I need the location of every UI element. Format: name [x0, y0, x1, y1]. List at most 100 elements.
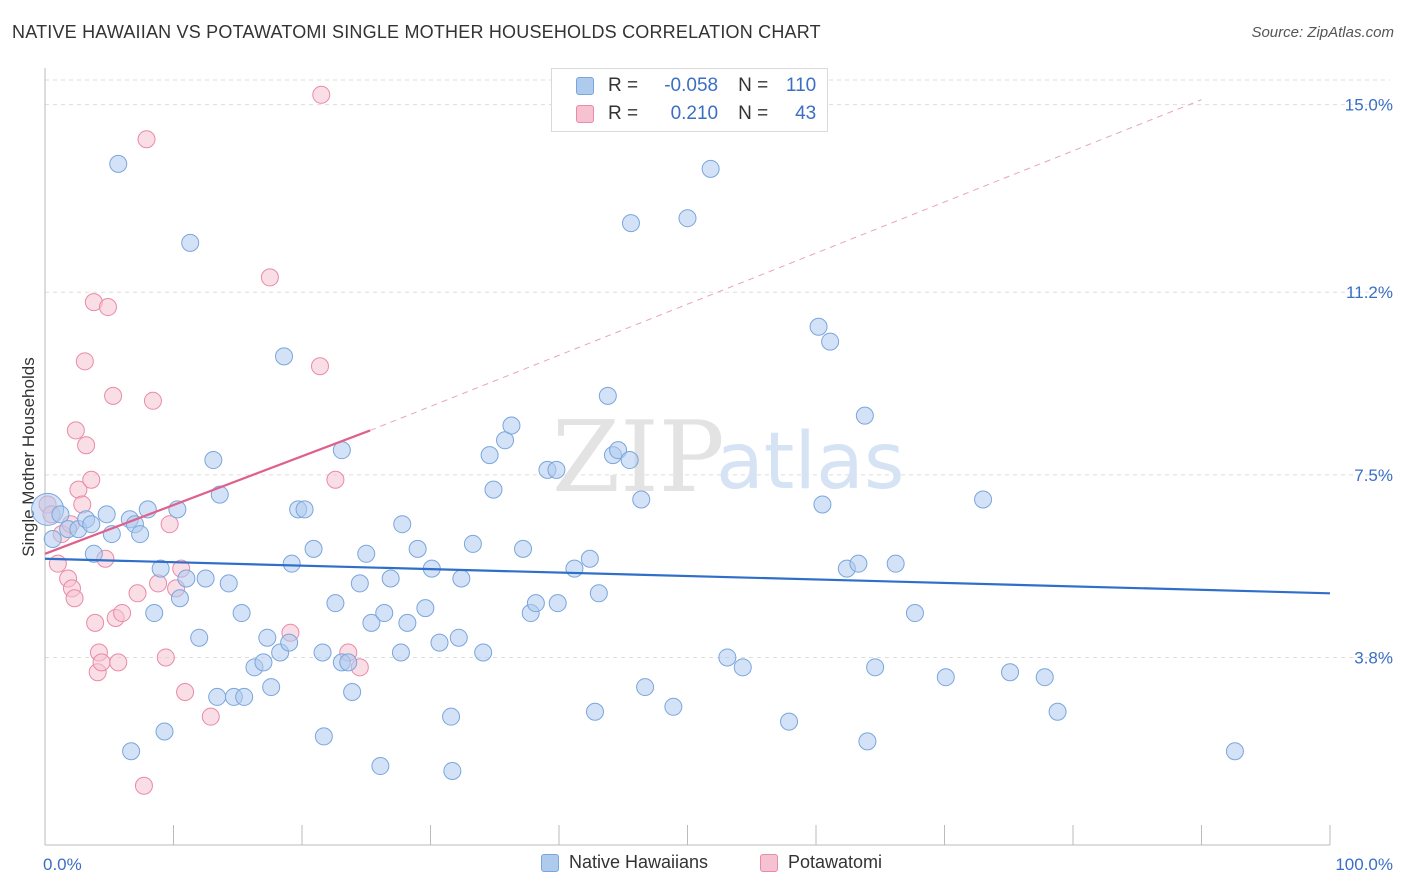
native-hawaiian-point: [849, 554, 868, 573]
native-hawaiian-point: [1048, 702, 1067, 721]
watermark-atlas: atlas: [716, 417, 905, 507]
legend-label: Native Hawaiians: [569, 852, 709, 872]
native-hawaiian-point: [275, 347, 294, 366]
native-hawaiian-point: [1225, 742, 1244, 761]
native-hawaiian-point: [82, 515, 101, 534]
native-hawaiian-point: [886, 554, 905, 573]
potawatomi-point: [156, 648, 175, 667]
native-hawaiian-point: [196, 569, 215, 588]
potawatomi-point: [65, 589, 84, 608]
native-hawaiian-point: [813, 495, 832, 514]
native-hawaiian-point: [442, 707, 461, 726]
series-legend: Native Hawaiians Potawatomi: [0, 852, 1406, 876]
native-hawaiian-point: [208, 687, 227, 706]
potawatomi-point: [113, 604, 132, 623]
y-axis-label: Single Mother Households: [19, 357, 38, 556]
native-hawaiian-point: [350, 574, 369, 593]
native-hawaiian-point: [145, 604, 164, 623]
native-hawaiian-point: [821, 332, 840, 351]
native-hawaiian-point: [496, 431, 515, 450]
potawatomi-point: [73, 495, 92, 514]
native-hawaiian-point: [398, 613, 417, 632]
potawatomi-point: [92, 653, 111, 672]
native-hawaiian-point: [416, 599, 435, 618]
potawatomi-point: [260, 268, 279, 287]
legend-label: Potawatomi: [788, 852, 883, 872]
native-hawaiian-point: [430, 633, 449, 652]
native-hawaiian-point: [443, 761, 462, 780]
axis-layer: 3.8% 7.5% 11.2% 15.0% 0.0% 100.0%: [43, 68, 1393, 874]
native-hawaiian-point: [866, 658, 885, 677]
native-hawaiian-point: [131, 525, 150, 544]
native-hawaiian-point: [463, 534, 482, 553]
native-hawaiian-point: [858, 732, 877, 751]
native-hawaiian-point: [219, 574, 238, 593]
native-hawaiian-point: [232, 604, 251, 623]
potawatomi-trend-extension: [369, 99, 1202, 431]
native-hawaiian-point: [701, 159, 720, 178]
native-hawaiian-point: [905, 604, 924, 623]
native-hawaiian-point: [452, 569, 471, 588]
native-hawaiian-point: [304, 539, 323, 558]
potawatomi-point: [326, 470, 345, 489]
potawatomi-point: [160, 515, 179, 534]
native-hawaiian-point: [170, 589, 189, 608]
native-hawaiian-point: [598, 386, 617, 405]
native-hawaiian-point: [855, 406, 874, 425]
blue-swatch: [541, 853, 559, 872]
n-label: N =: [738, 75, 769, 96]
native-hawaiian-point: [809, 317, 828, 336]
native-hawaiian-point: [258, 628, 277, 647]
native-hawaiian-point: [526, 594, 545, 613]
native-hawaiian-point: [84, 544, 103, 563]
potawatomi-point: [86, 613, 105, 632]
native-hawaiian-point: [313, 643, 332, 662]
native-hawaiian-point: [177, 569, 196, 588]
potawatomi-point: [75, 352, 94, 371]
native-hawaiian-point: [190, 628, 209, 647]
r-value: 0.210: [670, 103, 719, 124]
potawatomi-point: [109, 653, 128, 672]
native-hawaiian-point: [449, 628, 468, 647]
native-hawaiian-point: [122, 742, 141, 761]
native-hawaiian-point: [181, 233, 200, 252]
correlation-legend: R = -0.058 N = 110 R = 0.210 N = 43: [551, 68, 828, 132]
native-hawaiian-point: [151, 559, 170, 578]
chart-source: Source: ZipAtlas.com: [1251, 24, 1394, 41]
blue-swatch: [576, 77, 594, 95]
native-hawaiian-point: [632, 490, 651, 509]
native-hawaiian-point: [357, 544, 376, 563]
n-label: N =: [738, 103, 769, 124]
potawatomi-point: [66, 421, 85, 440]
pink-swatch: [760, 853, 778, 872]
native-hawaiian-point: [280, 633, 299, 652]
chart-title: NATIVE HAWAIIAN VS POTAWATOMI SINGLE MOT…: [12, 22, 821, 42]
native-hawaiian-point: [636, 678, 655, 697]
potawatomi-point: [137, 130, 156, 149]
native-hawaiian-point: [295, 500, 314, 519]
native-hawaiian-point: [547, 460, 566, 479]
potawatomi-point: [143, 391, 162, 410]
potawatomi-point: [149, 574, 168, 593]
potawatomi-point: [176, 683, 195, 701]
native-hawaiian-point: [484, 480, 503, 499]
native-hawaiian-point: [235, 687, 254, 706]
native-hawaiian-point: [343, 683, 362, 701]
native-hawaiian-point: [408, 539, 427, 558]
native-hawaiian-point: [155, 722, 174, 741]
potawatomi-point: [48, 554, 67, 573]
native-hawaiian-point: [51, 505, 70, 524]
legend-item-potawatomi: Potawatomi: [760, 852, 882, 873]
native-hawaiian-point: [262, 678, 281, 697]
native-hawaiian-point: [339, 653, 358, 672]
potawatomi-point: [77, 436, 96, 455]
native-hawaiian-point: [1035, 668, 1054, 687]
legend-item-native-hawaiians: Native Hawaiians: [541, 852, 708, 873]
potawatomi-point: [82, 470, 101, 489]
n-value: 110: [785, 75, 817, 96]
native-hawaiian-point: [314, 727, 333, 746]
native-hawaiian-point: [514, 539, 533, 558]
native-hawaiian-point: [109, 154, 128, 173]
potawatomi-point: [310, 357, 329, 376]
native-hawaiian-point: [480, 446, 499, 465]
